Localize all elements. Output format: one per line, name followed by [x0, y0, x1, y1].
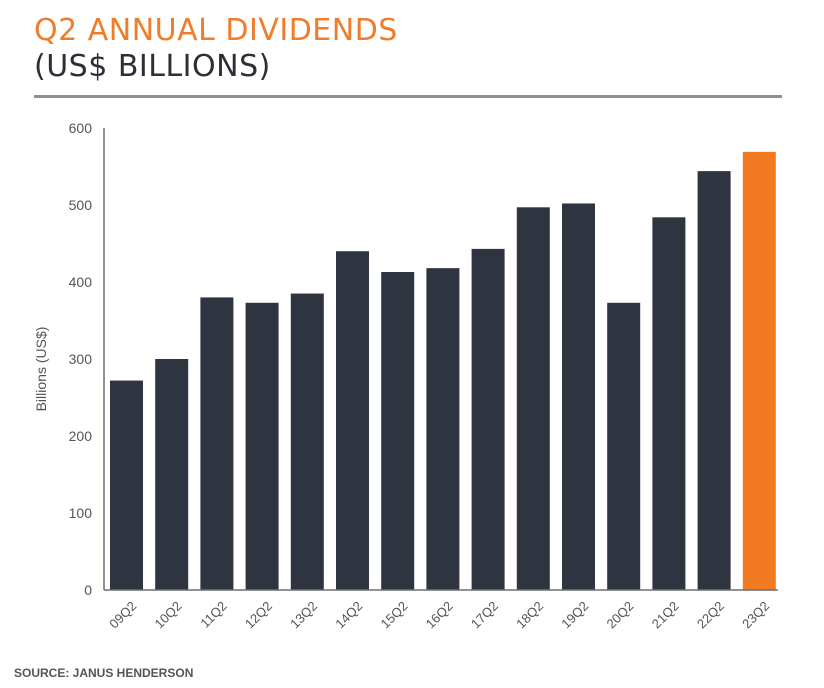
bar-13Q2 [290, 293, 324, 590]
x-tick-label: 09Q2 [106, 598, 139, 631]
bar-21Q2 [652, 217, 686, 590]
x-tick-label: 17Q2 [468, 598, 501, 631]
y-tick-label: 600 [69, 120, 93, 136]
x-tick-label: 11Q2 [197, 598, 229, 630]
y-axis-ticks: 0 100 200 300 400 500 600 [69, 120, 93, 598]
y-axis-label: Billions (US$) [33, 327, 49, 412]
y-tick-label: 200 [69, 428, 93, 444]
x-tick-label: 18Q2 [513, 598, 546, 631]
x-tick-label: 16Q2 [423, 598, 456, 631]
bars [110, 151, 776, 590]
bar-09Q2 [110, 380, 143, 590]
bar-20Q2 [607, 302, 641, 590]
x-tick-label: 23Q2 [739, 598, 772, 631]
bar-12Q2 [245, 302, 279, 590]
source-note: SOURCE: JANUS HENDERSON [14, 666, 194, 680]
x-tick-label: 22Q2 [694, 598, 727, 631]
bar-chart: 0 100 200 300 400 500 600 09Q2 10Q2 11Q2 12Q2 13Q2… [33, 120, 778, 631]
x-tick-label: 20Q2 [604, 598, 637, 631]
bar-16Q2 [426, 268, 460, 590]
chart-title: Q2 ANNUAL DIVIDENDS [34, 13, 398, 48]
bar-19Q2 [562, 203, 595, 590]
title-divider [34, 95, 782, 98]
bar-23Q2 [742, 151, 776, 590]
bar-10Q2 [155, 359, 189, 590]
bar-17Q2 [471, 248, 505, 590]
x-axis-tick-labels: 09Q2 10Q2 11Q2 12Q2 13Q2 14Q2 15Q2 16Q2 17Q2 18Q2… [106, 598, 772, 631]
y-tick-label: 0 [84, 582, 92, 598]
bar-11Q2 [200, 297, 234, 590]
x-tick-label: 14Q2 [332, 598, 365, 631]
x-tick-label: 15Q2 [378, 598, 411, 631]
y-tick-label: 300 [69, 351, 93, 367]
y-tick-label: 400 [69, 274, 93, 290]
x-tick-label: 19Q2 [558, 598, 591, 631]
y-tick-label: 500 [69, 197, 93, 213]
bar-15Q2 [381, 271, 415, 590]
chart-subtitle: (US$ BILLIONS) [34, 49, 271, 84]
x-tick-label: 12Q2 [242, 598, 275, 631]
bar-22Q2 [697, 171, 731, 590]
y-tick-label: 100 [69, 505, 93, 521]
x-tick-label: 21Q2 [649, 598, 682, 631]
x-tick-label: 10Q2 [152, 598, 185, 631]
x-tick-label: 13Q2 [287, 598, 320, 631]
bar-14Q2 [336, 251, 369, 590]
bar-18Q2 [516, 207, 550, 590]
